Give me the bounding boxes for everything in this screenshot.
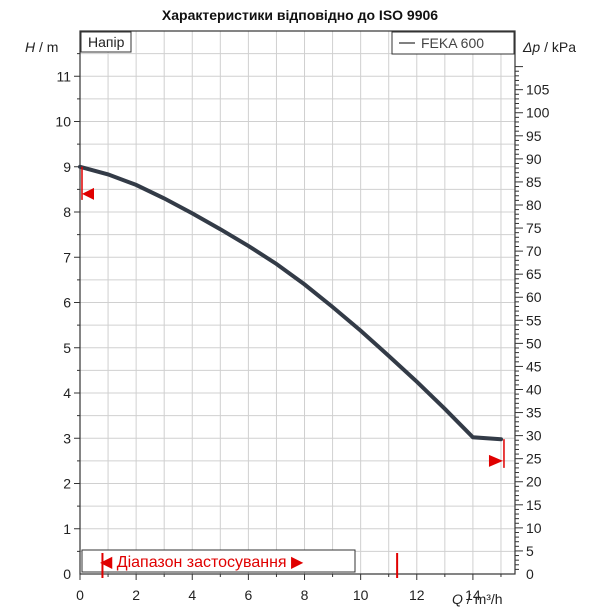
x-axis-label: Q / m³/h [452,591,503,607]
right-tick-label: 45 [526,358,542,374]
data-point [500,438,502,440]
left-axis: 0 1 2 3 4 5 6 7 8 9 10 11 [55,53,80,582]
x-axis-var: Q [452,591,463,607]
series-points [79,166,502,440]
panel-label: Напір [88,34,125,50]
data-point [388,355,390,357]
left-tick-label: 10 [55,114,71,130]
data-point [191,212,193,214]
right-tick-label: 90 [526,151,542,167]
legend: FEKA 600 [391,31,515,55]
right-tick-label: 40 [526,381,542,397]
right-tick-label: 10 [526,520,542,536]
left-tick-label: 1 [63,521,71,537]
operating-markers [81,166,505,468]
left-tick-label: 3 [63,430,71,446]
legend-label: FEKA 600 [421,35,484,51]
max-flow-marker [488,454,503,467]
data-point [360,329,362,332]
right-axis: 0 5 10 15 20 25 30 35 40 45 50 55 60 65 70 75 80 85 90 95 10… [515,66,550,582]
data-point [444,408,446,410]
application-range: ◀ Діапазон застосування ▶ [81,549,399,578]
right-tick-label: 100 [526,105,550,121]
right-tick-label: 55 [526,312,542,328]
min-head-marker [82,187,94,200]
data-point [472,436,474,438]
left-tick-label: 0 [63,566,71,582]
right-tick-label: 60 [526,289,542,305]
right-tick-label: 105 [526,82,550,98]
application-range-label: ◀ Діапазон застосування ▶ [100,554,304,571]
grid [80,31,515,574]
left-tick-label: 2 [63,476,71,492]
right-tick-label: 95 [526,128,542,144]
x-tick-label: 14 [465,587,481,603]
right-axis-label: Δp / kPa [522,39,576,55]
x-tick-label: 6 [244,587,252,603]
x-axis-unit: m³/h [475,591,503,607]
left-axis-var: H [25,39,36,55]
left-tick-label: 9 [63,159,71,175]
right-tick-label: 35 [526,405,542,421]
right-tick-label: 15 [526,497,542,513]
right-axis-var: Δp [522,39,540,55]
data-point [416,381,418,383]
x-tick-label: 8 [301,587,309,603]
right-tick-label: 85 [526,174,542,190]
data-point [275,263,278,265]
data-point [79,166,81,168]
right-tick-label: 0 [526,566,534,582]
chart-title: Характеристики відповідно до ISO 9906 [162,7,438,23]
application-range-text: Діапазон застосування [117,554,287,571]
x-tick-label: 10 [353,587,369,603]
right-tick-label: 50 [526,335,542,351]
data-point [247,245,249,247]
right-tick-label: 5 [526,543,534,559]
right-tick-label: 25 [526,451,542,467]
data-point [303,283,306,285]
data-point [219,228,221,230]
left-tick-label: 7 [63,249,71,265]
x-tick-label: 12 [409,587,425,603]
x-tick-label: 4 [188,587,196,603]
legend-box [391,31,515,55]
right-tick-label: 30 [526,428,542,444]
left-axis-label: H / m [25,39,58,55]
x-tick-label: 2 [132,587,140,603]
left-axis-unit: m [47,39,59,55]
right-tick-label: 70 [526,243,542,259]
panel-label-box [80,31,132,53]
left-tick-label: 4 [63,385,71,401]
x-axis: 0 2 4 6 8 10 12 14 [76,574,502,603]
left-tick-label: 11 [56,68,71,84]
data-point [107,173,109,176]
data-point [135,184,137,186]
left-tick-label: 8 [63,204,71,220]
right-axis-unit: kPa [552,39,576,55]
x-tick-label: 0 [76,587,84,603]
right-tick-label: 80 [526,197,542,213]
left-tick-label: 6 [63,295,71,311]
series-line-feka-600 [78,164,503,442]
data-point [163,197,165,200]
right-tick-label: 75 [526,220,542,236]
left-tick-label: 5 [63,340,71,356]
data-point [331,306,334,308]
right-tick-label: 20 [526,474,542,490]
right-tick-label: 65 [526,266,542,282]
application-range-box [81,549,356,573]
